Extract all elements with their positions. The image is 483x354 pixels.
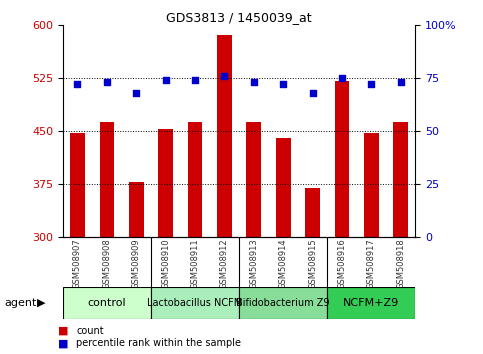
Text: ■: ■ — [58, 326, 69, 336]
Text: control: control — [87, 298, 126, 308]
Text: GSM508918: GSM508918 — [396, 238, 405, 289]
Text: GSM508910: GSM508910 — [161, 238, 170, 289]
Text: Bifidobacterium Z9: Bifidobacterium Z9 — [236, 298, 330, 308]
Bar — [63, 287, 151, 319]
Point — [279, 81, 287, 87]
Bar — [393, 122, 408, 237]
Bar — [70, 133, 85, 237]
Text: percentile rank within the sample: percentile rank within the sample — [76, 338, 242, 348]
Text: GSM508917: GSM508917 — [367, 238, 376, 289]
Text: NCFM+Z9: NCFM+Z9 — [343, 298, 399, 308]
Text: ■: ■ — [58, 338, 69, 348]
Bar — [335, 81, 349, 237]
Text: GSM508908: GSM508908 — [102, 238, 112, 289]
Point — [309, 90, 316, 96]
Text: GSM508915: GSM508915 — [308, 238, 317, 289]
Point — [250, 79, 257, 85]
Bar — [364, 133, 379, 237]
Text: count: count — [76, 326, 104, 336]
Text: GSM508913: GSM508913 — [249, 238, 258, 289]
Point — [397, 79, 405, 85]
Bar — [217, 35, 232, 237]
Bar — [246, 122, 261, 237]
Bar — [188, 122, 202, 237]
Bar — [151, 287, 239, 319]
Text: ▶: ▶ — [37, 298, 45, 308]
Point — [221, 73, 228, 79]
Point — [162, 77, 170, 83]
Bar — [158, 129, 173, 237]
Text: GSM508912: GSM508912 — [220, 238, 229, 289]
Text: GSM508909: GSM508909 — [132, 238, 141, 289]
Text: Lactobacillus NCFM: Lactobacillus NCFM — [147, 298, 242, 308]
Title: GDS3813 / 1450039_at: GDS3813 / 1450039_at — [166, 11, 312, 24]
Point — [103, 79, 111, 85]
Text: GSM508914: GSM508914 — [279, 238, 288, 289]
Bar — [99, 122, 114, 237]
Point — [132, 90, 140, 96]
Point — [338, 75, 346, 81]
Bar — [305, 188, 320, 237]
Text: GSM508911: GSM508911 — [190, 238, 199, 289]
Text: GSM508916: GSM508916 — [338, 238, 346, 289]
Point — [368, 81, 375, 87]
Text: GSM508907: GSM508907 — [73, 238, 82, 289]
Point — [73, 81, 81, 87]
Bar — [239, 287, 327, 319]
Point — [191, 77, 199, 83]
Bar — [129, 182, 143, 237]
Bar — [327, 287, 415, 319]
Bar — [276, 138, 290, 237]
Text: agent: agent — [5, 298, 37, 308]
